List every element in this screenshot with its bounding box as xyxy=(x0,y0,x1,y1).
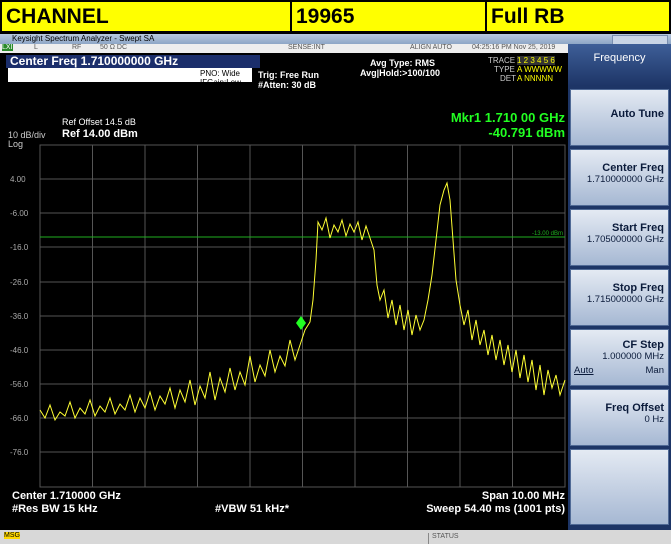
atten: #Atten: 30 dB xyxy=(258,80,317,90)
marker-freq: Mkr1 1.710 00 GHz xyxy=(451,110,566,125)
y-label: -16.0 xyxy=(10,243,29,252)
settings-panel: Center Freq 1.710000000 GHz PNO: Wide IF… xyxy=(0,53,568,107)
type-label: TYPE xyxy=(494,65,515,74)
man-option[interactable]: Man xyxy=(645,365,664,376)
title-bar: Keysight Spectrum Analyzer - Swept SA xyxy=(0,34,671,45)
button-label: Start Freq xyxy=(612,222,664,234)
menu-button[interactable]: Stop Freq 1.715000000 GHz xyxy=(570,269,669,326)
spectrum-display: Ref Offset 14.5 dB Ref 14.00 dBm 10 dB/d… xyxy=(0,107,568,530)
scale: 10 dB/div xyxy=(8,130,46,140)
center-freq[interactable]: Center Freq 1.710000000 GHz xyxy=(6,55,260,68)
auto-option[interactable]: Auto xyxy=(574,365,594,376)
status-field: SENSE:INT xyxy=(288,44,325,51)
y-label: -6.00 xyxy=(10,209,29,218)
menu-button[interactable]: Auto Tune xyxy=(570,89,669,146)
det-label: DET xyxy=(500,74,516,83)
status-field: RF xyxy=(72,44,82,51)
button-label: CF Step xyxy=(622,339,664,351)
graticule xyxy=(39,144,566,488)
det-vals: A NNNNN xyxy=(517,74,554,83)
y-label: -46.0 xyxy=(10,346,29,355)
button-value: 1.705000000 GHz xyxy=(586,234,664,245)
y-label: -26.0 xyxy=(10,278,29,287)
menu-button[interactable]: Freq Offset 0 Hz xyxy=(570,389,669,446)
header-cell: Full RB xyxy=(485,0,671,33)
button-label: Auto Tune xyxy=(610,108,664,120)
sweep-label: Sweep 54.40 ms (1001 pts) xyxy=(426,503,565,515)
info-box xyxy=(8,68,252,82)
lxi: LXI xyxy=(2,44,13,51)
status-field: L xyxy=(34,44,38,51)
y-label: -56.0 xyxy=(10,380,29,389)
menu-button-empty[interactable] xyxy=(570,449,669,525)
message-bar: MSG STATUS xyxy=(0,530,671,544)
menu-button[interactable]: Start Freq 1.705000000 GHz xyxy=(570,209,669,266)
status-field: ALIGN AUTO xyxy=(410,44,452,51)
trace xyxy=(39,181,566,422)
ref-level: Ref 14.00 dBm xyxy=(62,128,138,140)
menu-button[interactable]: Center Freq 1.710000000 GHz xyxy=(570,149,669,206)
avg-hold: Avg|Hold:>100/100 xyxy=(360,68,440,78)
y-label: -66.0 xyxy=(10,414,29,423)
span-label: Span 10.00 MHz xyxy=(482,490,566,502)
display-line-label: -13.00 dBm xyxy=(532,231,563,237)
header-cell: CHANNEL xyxy=(0,0,292,33)
button-value: 1.715000000 GHz xyxy=(586,294,664,305)
vbw-label: #VBW 51 kHz* xyxy=(215,503,290,515)
y-label: 4.00 xyxy=(10,175,26,184)
center-label: Center 1.710000 GHz xyxy=(12,490,121,502)
menu-button[interactable]: CF Step 1.000000 MHz Auto Man xyxy=(570,329,669,386)
type-vals: A WWWWW xyxy=(517,65,562,74)
trace-nums: 1 2 3 4 5 6 xyxy=(517,56,555,65)
button-label: Center Freq xyxy=(602,162,664,174)
scale-type: Log xyxy=(8,139,23,149)
ref-offset: Ref Offset 14.5 dB xyxy=(62,117,136,127)
msg: MSG xyxy=(4,532,20,539)
display-bg xyxy=(0,107,568,530)
marker[interactable] xyxy=(296,316,306,330)
y-label: -76.0 xyxy=(10,448,29,457)
y-label: -36.0 xyxy=(10,312,29,321)
ifgain: IFGain:Low xyxy=(200,78,241,87)
status-field: 50 Ω DC xyxy=(100,44,128,51)
avg-type: Avg Type: RMS xyxy=(370,58,436,68)
button-label: Stop Freq xyxy=(612,282,664,294)
trig: Trig: Free Run xyxy=(258,70,320,80)
button-label: Freq Offset xyxy=(605,402,664,414)
button-value: 1.710000000 GHz xyxy=(586,174,664,185)
y-labels: 4.00 -6.00 -16.0 -26.0 -36.0 -46.0 -56.0… xyxy=(10,175,29,457)
menu-title: Frequency xyxy=(568,44,671,86)
status: STATUS xyxy=(428,533,459,544)
button-value: 1.000000 MHz xyxy=(602,351,664,362)
status-field: 04:25:16 PM Nov 25, 2019 xyxy=(472,44,556,51)
pno: PNO: Wide xyxy=(200,69,241,78)
status-line: LXI L RF 50 Ω DC SENSE:INT ALIGN AUTO 04… xyxy=(0,44,568,53)
window-title: Keysight Spectrum Analyzer - Swept SA xyxy=(12,34,155,43)
button-value: 0 Hz xyxy=(644,414,664,425)
rbw-label: #Res BW 15 kHz xyxy=(12,503,98,515)
trace-label: TRACE xyxy=(488,56,516,65)
header-cell: 19965 xyxy=(290,0,487,33)
marker-level: -40.791 dBm xyxy=(488,125,565,140)
